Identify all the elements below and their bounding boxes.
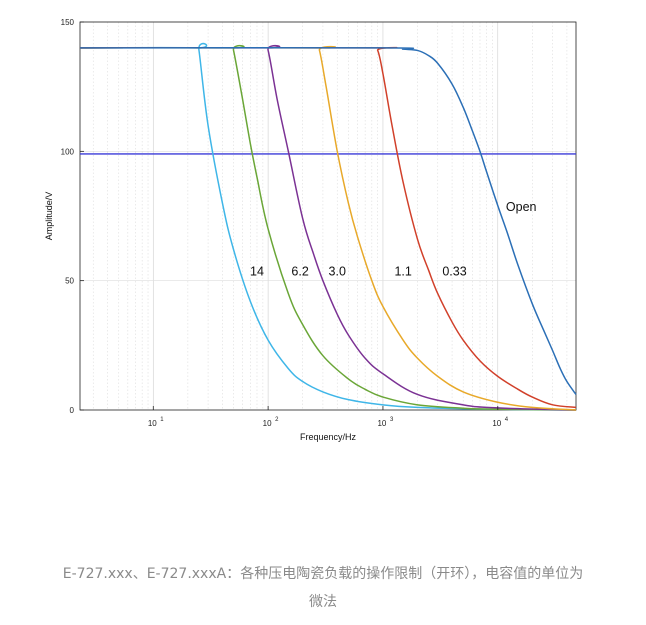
series-label-14: 14 (250, 264, 264, 278)
series-label-3-0: 3.0 (329, 264, 346, 278)
x-tick-label: 10 (377, 419, 386, 428)
x-tick-exponent: 2 (275, 417, 279, 423)
grid (80, 21, 576, 411)
plot-frame (79, 21, 577, 411)
series-label-0-33: 0.33 (442, 264, 466, 278)
series-label-Open: Open (506, 200, 537, 214)
x-tick-label: 10 (148, 419, 157, 428)
y-axis-label: Amplitude/V (44, 192, 54, 241)
y-tick-label: 100 (61, 147, 75, 156)
y-tick-label: 0 (70, 406, 75, 415)
label-layer: 14 6.2 3.0 1.1 0.33 Open (250, 200, 537, 279)
series-line-1-1 (79, 45, 577, 411)
series-line-Open (79, 47, 577, 395)
figure-caption-line1: E-727.xxx、E-727.xxxA：各种压电陶瓷负载的操作限制（开环），电… (62, 566, 584, 582)
series-line-3-0 (79, 44, 577, 411)
series-label-6-2: 6.2 (291, 264, 308, 278)
series-line-6-2 (79, 44, 577, 411)
x-tick-label: 10 (492, 419, 501, 428)
figure-caption-line2: 微法 (309, 594, 337, 610)
y-tick-label: 50 (65, 277, 74, 286)
x-tick-label: 10 (263, 419, 272, 428)
series-label-1-1: 1.1 (394, 264, 411, 278)
x-tick-exponent: 4 (505, 417, 509, 423)
x-axis-label: Frequency/Hz (300, 432, 357, 442)
series-layer (79, 42, 577, 411)
x-tick-exponent: 3 (390, 417, 394, 423)
x-tick-exponent: 1 (160, 417, 164, 423)
y-tick-label: 150 (61, 18, 75, 27)
